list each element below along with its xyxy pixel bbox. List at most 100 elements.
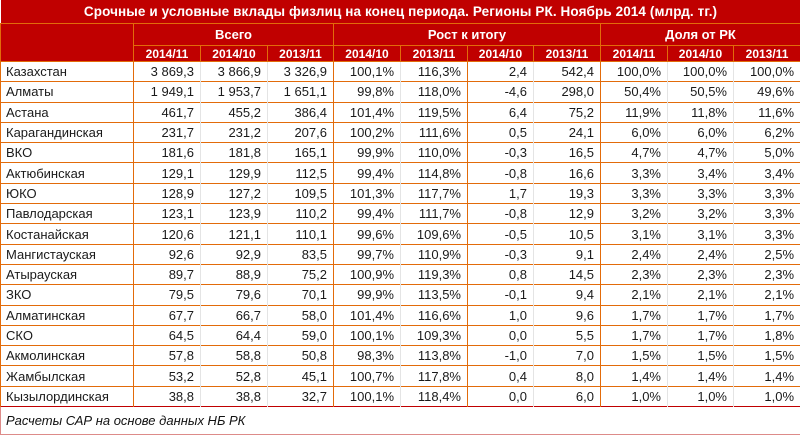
value-cell: 207,6 (267, 121, 334, 143)
value-cell: 100,2% (333, 121, 401, 143)
value-cell: 3,3% (733, 182, 800, 204)
value-cell: -0,5 (467, 223, 534, 245)
value-cell: 0,8 (467, 263, 534, 285)
table-row: Мангистауская 92,6 92,9 83,5 99,7% 110,9% -0,3… (0, 243, 800, 265)
value-cell: 100,0% (733, 60, 800, 82)
value-cell: 92,9 (200, 243, 268, 265)
value-cell: 100,1% (333, 60, 401, 82)
value-cell: 1,7% (667, 304, 734, 326)
region-name: Жамбылская (0, 365, 134, 387)
value-cell: 4,7% (667, 142, 734, 163)
table-row: Актюбинская 129,1 129,9 112,5 99,4% 114,8% -0,… (0, 162, 800, 184)
region-name: ЗКО (0, 284, 134, 306)
value-cell: 116,6% (400, 304, 468, 326)
value-cell: 75,2 (533, 101, 601, 123)
value-cell: 32,7 (267, 385, 334, 407)
value-cell: 50,4% (600, 81, 668, 103)
region-name: СКО (0, 324, 134, 346)
value-cell: 100,0% (600, 60, 668, 82)
value-cell: 99,9% (333, 284, 401, 306)
value-cell: 100,0% (667, 60, 734, 82)
value-cell: 386,4 (267, 101, 334, 123)
table-body: Казахстан 3 869,3 3 866,9 3 326,9 100,1% 116,… (0, 60, 800, 407)
value-cell: -0,3 (467, 142, 534, 163)
value-cell: 98,3% (333, 345, 401, 366)
value-cell: 1,4% (733, 365, 800, 387)
value-cell: -0,8 (467, 203, 534, 224)
value-cell: 99,7% (333, 243, 401, 265)
value-cell: 181,8 (200, 142, 268, 163)
value-cell: 6,0% (600, 121, 668, 143)
value-cell: -1,0 (467, 345, 534, 366)
value-cell: 3,4% (733, 162, 800, 184)
value-cell: 117,7% (400, 182, 468, 204)
table-row: Кызылординская 38,8 38,8 32,7 100,1% 118,4% 0,… (0, 385, 800, 407)
value-cell: 2,4% (600, 243, 668, 265)
period-header-row: 2014/11 2014/10 2013/11 2014/10 2013/11 2014/… (1, 45, 800, 62)
value-cell: 1,5% (667, 345, 734, 366)
value-cell: 116,3% (400, 60, 468, 82)
value-cell: 117,8% (400, 365, 468, 387)
value-cell: -4,6 (467, 81, 534, 103)
value-cell: 99,9% (333, 142, 401, 163)
value-cell: 1,7% (667, 324, 734, 346)
table-row: Алматы 1 949,1 1 953,7 1 651,1 99,8% 118,0% -4… (0, 81, 800, 103)
value-cell: 4,7% (600, 142, 668, 163)
value-cell: 3,2% (600, 203, 668, 224)
region-name: Атырауская (0, 263, 134, 285)
value-cell: 1,0% (733, 385, 800, 407)
value-cell: 1,5% (600, 345, 668, 366)
value-cell: 99,6% (333, 223, 401, 245)
value-cell: 3,1% (667, 223, 734, 245)
value-cell: 99,4% (333, 162, 401, 184)
value-cell: 2,4% (667, 243, 734, 265)
column-header-7: 2014/11 (600, 45, 668, 62)
region-column-header (0, 23, 134, 62)
value-cell: 3 326,9 (267, 60, 334, 82)
table-row: СКО 64,5 64,4 59,0 100,1% 109,3% 0,0 5,5 1,7% 1,7… (0, 324, 800, 346)
value-cell: 1,0 (467, 304, 534, 326)
value-cell: 3,2% (667, 203, 734, 224)
column-header-5: 2014/10 (467, 45, 534, 62)
value-cell: 2,3% (600, 263, 668, 285)
value-cell: 6,2% (733, 121, 800, 143)
value-cell: 3 869,3 (133, 60, 201, 82)
value-cell: 58,8 (200, 345, 268, 366)
region-name: Астана (0, 101, 134, 123)
value-cell: 113,5% (400, 284, 468, 306)
value-cell: 1,0% (600, 385, 668, 407)
table-header: Срочные и условные вклады физлиц на коне… (0, 0, 800, 62)
table-row: Казахстан 3 869,3 3 866,9 3 326,9 100,1% 116,… (0, 60, 800, 82)
value-cell: 1,5% (733, 345, 800, 366)
value-cell: 38,8 (133, 385, 201, 407)
value-cell: 298,0 (533, 81, 601, 103)
value-cell: 128,9 (133, 182, 201, 204)
value-cell: 67,7 (133, 304, 201, 326)
value-cell: 109,6% (400, 223, 468, 245)
column-header-4: 2013/11 (400, 45, 468, 62)
table-title: Срочные и условные вклады физлиц на коне… (0, 0, 800, 24)
value-cell: 11,9% (600, 101, 668, 123)
value-cell: 19,3 (533, 182, 601, 204)
region-name: Казахстан (0, 60, 134, 82)
region-name: ЮКО (0, 182, 134, 204)
value-cell: 0,4 (467, 365, 534, 387)
value-cell: 10,5 (533, 223, 601, 245)
column-group-growth: Рост к итогу (333, 23, 601, 46)
value-cell: 2,3% (667, 263, 734, 285)
value-cell: 123,9 (200, 203, 268, 224)
value-cell: 110,2 (267, 203, 334, 224)
value-cell: 16,5 (533, 142, 601, 163)
footer-row: Расчеты САР на основе данных НБ РК (0, 406, 800, 436)
value-cell: -0,8 (467, 162, 534, 184)
table-row: Жамбылская 53,2 52,8 45,1 100,7% 117,8% 0,4 8,0… (0, 365, 800, 387)
value-cell: 6,4 (467, 101, 534, 123)
value-cell: 9,1 (533, 243, 601, 265)
value-cell: 24,1 (533, 121, 601, 143)
column-header-6: 2013/11 (533, 45, 601, 62)
value-cell: 101,4% (333, 304, 401, 326)
column-group-total: Всего (133, 23, 334, 46)
value-cell: 119,3% (400, 263, 468, 285)
